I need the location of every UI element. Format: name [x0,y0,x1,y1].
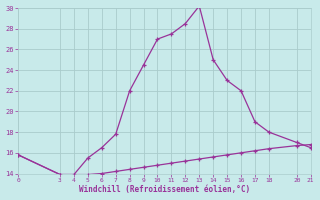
X-axis label: Windchill (Refroidissement éolien,°C): Windchill (Refroidissement éolien,°C) [79,185,250,194]
